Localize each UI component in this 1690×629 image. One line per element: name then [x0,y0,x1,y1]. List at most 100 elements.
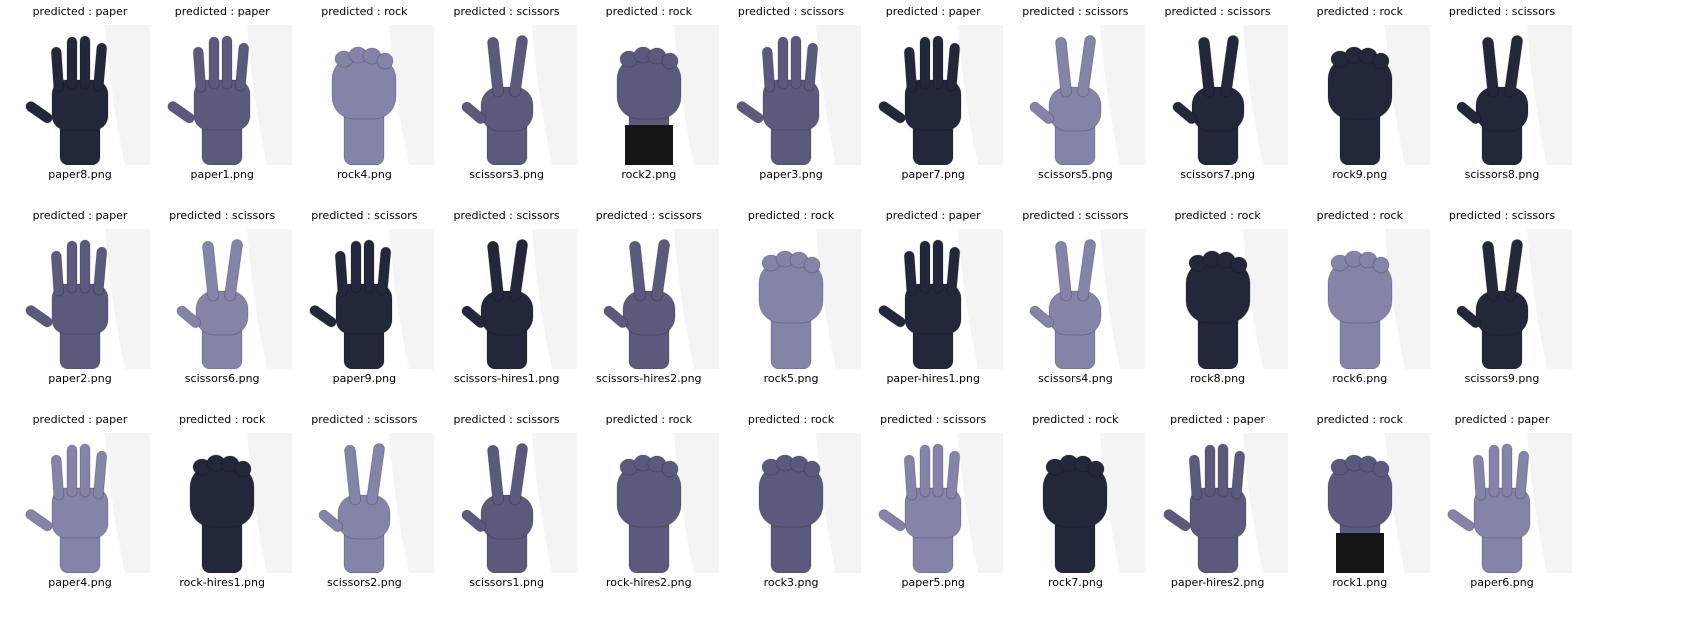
hand-image [721,25,861,165]
prediction-cell: predicted : scissors scissors4.png [1005,208,1146,388]
hand-image [1432,25,1572,165]
hand-image [578,433,719,573]
predicted-label: predicted : scissors [595,209,702,222]
predicted-label: predicted : scissors [1448,5,1556,18]
hand-image [1147,229,1288,369]
prediction-cell: predicted : scissors scissors5.png [1005,4,1146,184]
predicted-label: predicted : scissors [311,209,418,222]
prediction-cell: predicted : scissors scissors-hires1.png [436,208,577,388]
prediction-cell: predicted : rock rock7.png [1005,412,1146,592]
prediction-cell: predicted : rock rock5.png [721,208,861,388]
predicted-label: predicted : rock [747,209,835,222]
paper-hand-icon [1432,433,1572,573]
filename-label: scissors8.png [1464,168,1540,181]
scissors-hand-icon [436,229,577,369]
rock-hand-icon [578,25,719,165]
predicted-label: predicted : scissors [1448,209,1556,222]
prediction-cell: predicted : rock rock6.png [1289,208,1430,388]
filename-label: paper3.png [759,168,823,181]
prediction-cell: predicted : rock rock1.png [1289,412,1430,592]
scissors-hand-icon [152,229,293,369]
scissors-hand-icon [436,433,577,573]
prediction-cell: predicted : rock rock8.png [1147,208,1288,388]
rock-hand-icon [1147,229,1288,369]
paper-hand-icon [10,229,150,369]
rock-hand-icon [578,433,719,573]
predicted-label: predicted : scissors [737,5,845,18]
rock-hand-icon [1289,25,1430,165]
filename-label: rock7.png [1047,576,1103,589]
hand-image [1147,433,1288,573]
filename-label: rock3.png [763,576,819,589]
predicted-label: predicted : paper [32,413,128,426]
prediction-cell: predicted : scissors scissors8.png [1432,4,1572,184]
filename-label: scissors3.png [469,168,544,181]
rock-hand-icon [1289,433,1430,573]
filename-label: paper1.png [190,168,254,181]
rock-hand-icon [721,229,861,369]
filename-label: rock2.png [621,168,677,181]
paper-hand-icon [10,25,150,165]
filename-label: scissors-hires1.png [453,372,560,385]
filename-label: paper7.png [901,168,965,181]
predicted-label: predicted : scissors [453,5,560,18]
predicted-label: predicted : scissors [1022,209,1129,222]
prediction-cell: predicted : paper paper1.png [152,4,293,184]
paper-hand-icon [1147,433,1288,573]
filename-label: paper6.png [1470,576,1534,589]
prediction-cell: predicted : scissors scissors7.png [1147,4,1288,184]
prediction-cell: predicted : paper paper6.png [1432,412,1572,592]
prediction-cell: predicted : paper paper7.png [863,4,1004,184]
hand-image [578,25,719,165]
filename-label: scissors7.png [1180,168,1255,181]
filename-label: paper-hires2.png [1170,576,1265,589]
predicted-label: predicted : scissors [880,413,987,426]
predicted-label: predicted : paper [885,209,981,222]
prediction-cell: predicted : scissors scissors1.png [436,412,577,592]
paper-hand-icon [294,229,435,369]
scissors-hand-icon [1432,25,1572,165]
scissors-hand-icon [1432,229,1572,369]
prediction-cell: predicted : scissors scissors2.png [294,412,435,592]
prediction-cell: predicted : rock rock3.png [721,412,861,592]
hand-image [863,433,1004,573]
paper-hand-icon [10,433,150,573]
rock-hand-icon [721,433,861,573]
hand-image [10,433,150,573]
predicted-label: predicted : rock [1316,5,1403,18]
predicted-label: predicted : paper [174,5,270,18]
predicted-label: predicted : rock [1032,413,1119,426]
prediction-cell: predicted : paper paper-hires2.png [1147,412,1288,592]
filename-label: scissors5.png [1038,168,1113,181]
predicted-label: predicted : paper [1454,413,1550,426]
scissors-hand-icon [436,25,577,165]
predicted-label: predicted : rock [1316,209,1403,222]
rock-hand-icon [1289,229,1430,369]
prediction-cell: predicted : paper paper-hires1.png [863,208,1004,388]
hand-image [152,25,293,165]
hand-image [721,433,861,573]
hand-image [294,229,435,369]
hand-image [152,433,293,573]
paper-hand-icon [152,25,293,165]
predicted-label: predicted : paper [1170,413,1266,426]
prediction-cell: predicted : paper paper2.png [10,208,150,388]
filename-label: paper-hires1.png [886,372,980,385]
filename-label: scissors6.png [184,372,260,385]
hand-image [436,433,577,573]
predicted-label: predicted : scissors [453,413,560,426]
prediction-cell: predicted : scissors scissors-hires2.png [578,208,719,388]
hand-image [10,25,150,165]
hand-image [863,229,1004,369]
predicted-label: predicted : rock [605,5,692,18]
filename-label: scissors2.png [327,576,402,589]
filename-label: scissors1.png [469,576,544,589]
paper-hand-icon [863,433,1004,573]
hand-image [436,25,577,165]
prediction-cell: predicted : scissors scissors9.png [1432,208,1572,388]
predicted-label: predicted : rock [321,5,408,18]
filename-label: paper4.png [48,576,112,589]
hand-image [1289,25,1430,165]
scissors-hand-icon [1147,25,1288,165]
